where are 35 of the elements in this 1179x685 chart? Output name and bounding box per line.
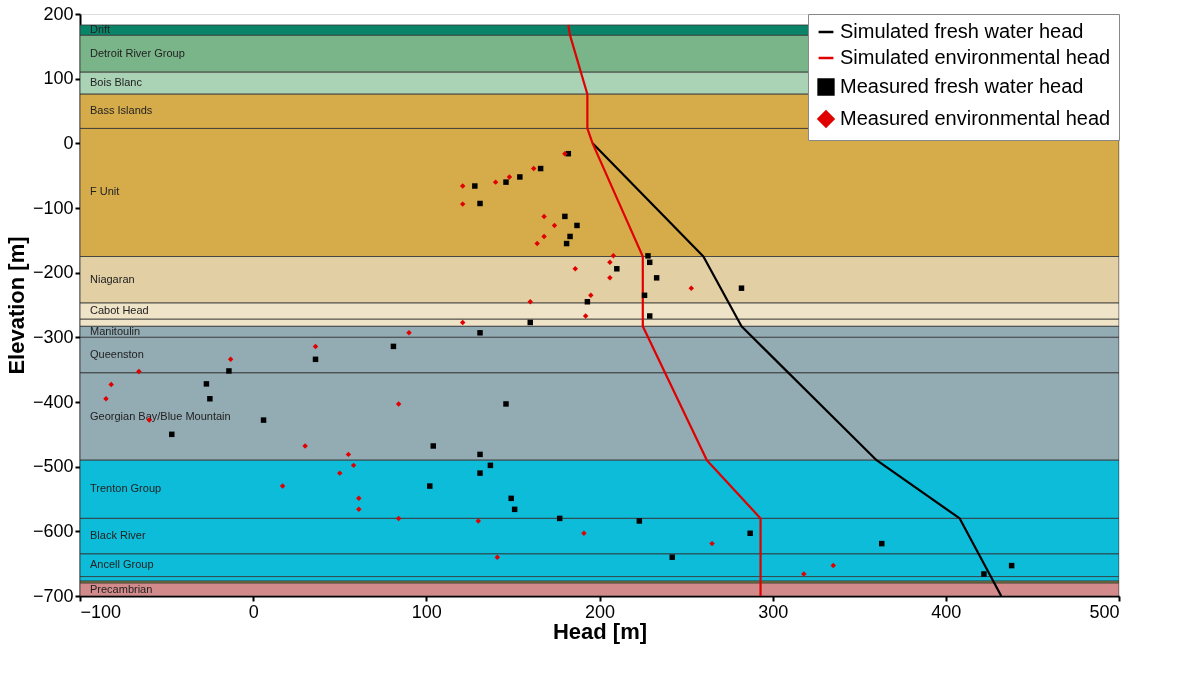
y-tick-label: −500 bbox=[32, 456, 74, 477]
x-tick-label: 100 bbox=[411, 601, 442, 622]
band-label: Bois Blanc bbox=[90, 76, 143, 89]
x-tick-label: 300 bbox=[758, 601, 789, 622]
band-label: Detroit River Group bbox=[90, 46, 185, 59]
band-label: Queenston bbox=[90, 348, 144, 361]
y-tick-label: 100 bbox=[43, 68, 74, 89]
band-label: Niagaran bbox=[90, 272, 135, 285]
x-tick-label: −100 bbox=[80, 601, 122, 622]
y-axis-title: Elevation [m] bbox=[3, 236, 29, 375]
y-tick-label: 0 bbox=[63, 132, 74, 153]
legend-label: Simulated environmental head bbox=[840, 46, 1111, 68]
y-tick-label: −300 bbox=[32, 326, 74, 347]
legend-label: Measured environmental head bbox=[840, 107, 1111, 129]
band-label: Drift bbox=[90, 23, 111, 36]
y-tick-label: −200 bbox=[32, 262, 74, 283]
y-tick-label: −100 bbox=[32, 197, 74, 218]
x-tick-label: 500 bbox=[1089, 601, 1120, 622]
legend-label: Simulated fresh water head bbox=[840, 20, 1084, 42]
x-tick-label: 0 bbox=[248, 601, 259, 622]
band-label: F Unit bbox=[90, 185, 120, 198]
legend-label: Measured fresh water head bbox=[840, 75, 1084, 97]
band-label: Bass Islands bbox=[90, 104, 153, 117]
band-label: Georgian Bay/Blue Mountain bbox=[90, 409, 231, 422]
y-tick-label: −400 bbox=[32, 391, 74, 412]
band-label: Black River bbox=[90, 529, 146, 542]
band-label: Trenton Group bbox=[90, 482, 162, 495]
y-tick-label: −700 bbox=[32, 585, 74, 606]
y-tick-label: 200 bbox=[43, 3, 74, 24]
band-label: Cabot Head bbox=[90, 304, 149, 317]
band-label: Ancell Group bbox=[90, 558, 154, 571]
x-tick-label: 400 bbox=[931, 601, 962, 622]
band-label: Manitoulin bbox=[90, 324, 141, 337]
y-tick-label: −600 bbox=[32, 520, 74, 541]
band-label: Precambrian bbox=[90, 582, 153, 595]
